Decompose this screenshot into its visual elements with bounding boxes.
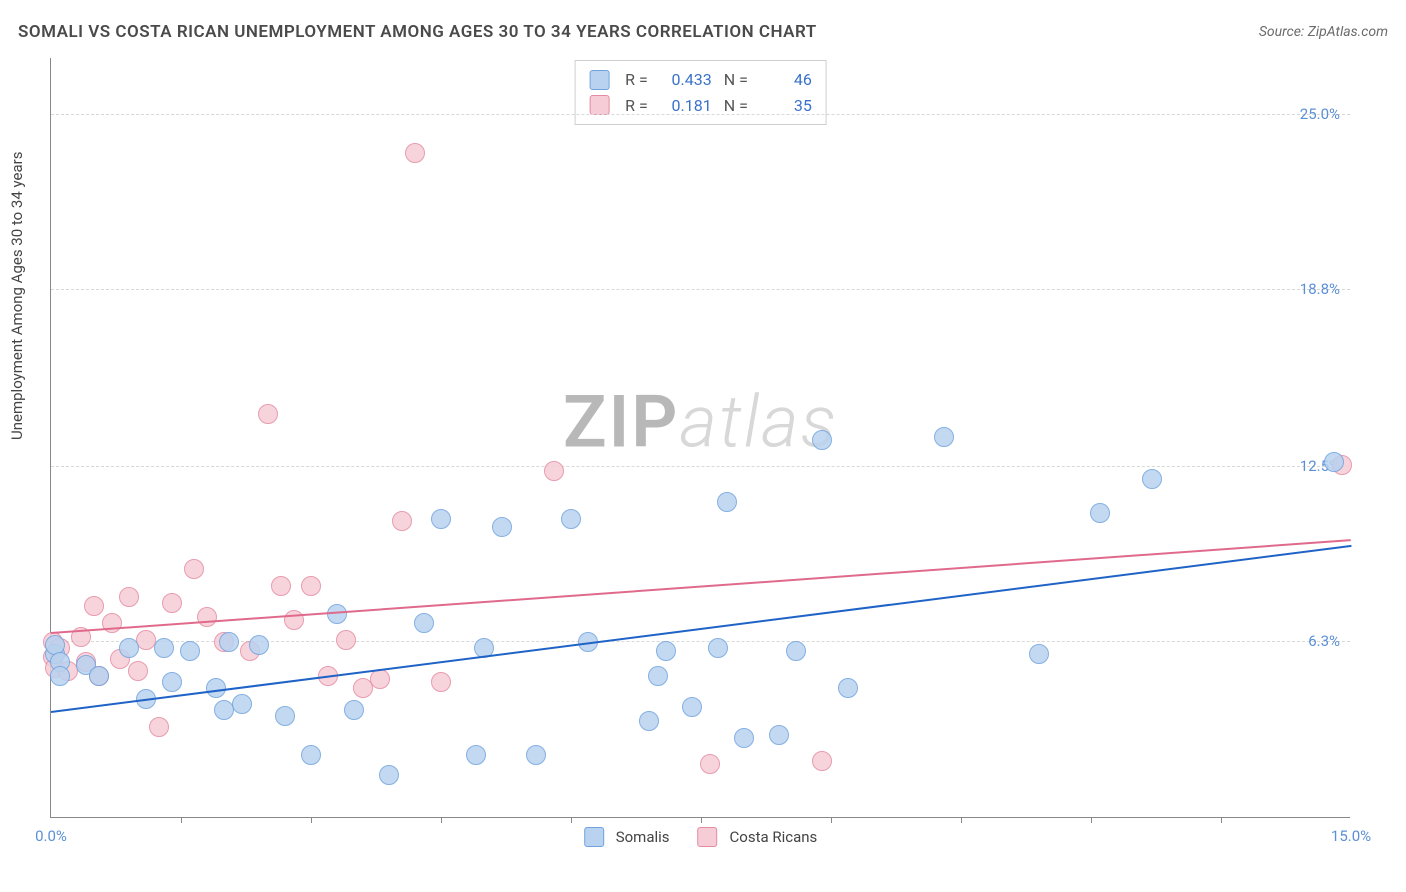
r-label-a: R = bbox=[625, 67, 648, 93]
y-axis-label: Unemployment Among Ages 30 to 34 years bbox=[8, 152, 26, 440]
data-point-series-a bbox=[249, 635, 269, 655]
data-point-series-a bbox=[838, 678, 858, 698]
gridline bbox=[51, 114, 1350, 115]
data-point-series-a bbox=[769, 725, 789, 745]
data-point-series-b bbox=[128, 661, 148, 681]
x-tick bbox=[181, 817, 182, 823]
x-tick-label: 15.0% bbox=[1331, 827, 1371, 845]
n-value-a: 46 bbox=[760, 67, 812, 93]
data-point-series-a bbox=[1029, 644, 1049, 664]
gridline bbox=[51, 289, 1350, 290]
data-point-series-b bbox=[197, 607, 217, 627]
y-tick-label: 25.0% bbox=[1300, 105, 1340, 123]
data-point-series-a bbox=[1090, 503, 1110, 523]
data-point-series-a bbox=[119, 638, 139, 658]
stats-row-series-a: R = 0.433 N = 46 bbox=[589, 67, 812, 93]
data-point-series-a bbox=[492, 517, 512, 537]
x-tick bbox=[441, 817, 442, 823]
data-point-series-a bbox=[379, 765, 399, 785]
data-point-series-b bbox=[284, 610, 304, 630]
x-tick bbox=[831, 817, 832, 823]
data-point-series-b bbox=[370, 669, 390, 689]
regression-line-series-a bbox=[51, 545, 1351, 713]
legend-item-series-b: Costa Ricans bbox=[698, 827, 818, 847]
correlation-stats-box: R = 0.433 N = 46 R = 0.181 N = 35 bbox=[574, 60, 827, 125]
data-point-series-a bbox=[180, 641, 200, 661]
data-point-series-a bbox=[162, 672, 182, 692]
data-point-series-b bbox=[544, 461, 564, 481]
data-point-series-a bbox=[206, 678, 226, 698]
data-point-series-a bbox=[526, 745, 546, 765]
x-tick bbox=[311, 817, 312, 823]
data-point-series-a bbox=[89, 666, 109, 686]
data-point-series-b bbox=[271, 576, 291, 596]
data-point-series-b bbox=[431, 672, 451, 692]
x-tick bbox=[571, 817, 572, 823]
data-point-series-a bbox=[812, 430, 832, 450]
legend-swatch-b bbox=[698, 827, 718, 847]
data-point-series-a bbox=[344, 700, 364, 720]
data-point-series-a bbox=[275, 706, 295, 726]
data-point-series-a bbox=[232, 694, 252, 714]
x-tick bbox=[701, 817, 702, 823]
data-point-series-a bbox=[639, 711, 659, 731]
regression-line-series-b bbox=[51, 539, 1351, 634]
data-point-series-a bbox=[414, 613, 434, 633]
data-point-series-b bbox=[149, 717, 169, 737]
swatch-series-a bbox=[589, 70, 609, 90]
chart-title: SOMALI VS COSTA RICAN UNEMPLOYMENT AMONG… bbox=[18, 22, 817, 42]
data-point-series-a bbox=[154, 638, 174, 658]
data-point-series-b bbox=[258, 404, 278, 424]
data-point-series-a bbox=[934, 427, 954, 447]
data-point-series-a bbox=[219, 632, 239, 652]
data-point-series-b bbox=[405, 143, 425, 163]
data-point-series-a bbox=[656, 641, 676, 661]
data-point-series-a bbox=[717, 492, 737, 512]
x-tick bbox=[961, 817, 962, 823]
watermark: ZIPatlas bbox=[563, 380, 838, 465]
legend-label-b: Costa Ricans bbox=[730, 828, 818, 846]
data-point-series-a bbox=[561, 509, 581, 529]
source-attribution: Source: ZipAtlas.com bbox=[1259, 24, 1388, 40]
data-point-series-b bbox=[301, 576, 321, 596]
x-tick bbox=[1091, 817, 1092, 823]
data-point-series-a bbox=[708, 638, 728, 658]
watermark-part1: ZIP bbox=[563, 380, 679, 465]
data-point-series-a bbox=[1142, 469, 1162, 489]
data-point-series-a bbox=[1324, 452, 1344, 472]
data-point-series-b bbox=[184, 559, 204, 579]
x-tick bbox=[1221, 817, 1222, 823]
y-tick-label: 18.8% bbox=[1300, 280, 1340, 298]
watermark-part2: atlas bbox=[680, 380, 838, 465]
data-point-series-a bbox=[50, 666, 70, 686]
data-point-series-a bbox=[648, 666, 668, 686]
data-point-series-b bbox=[84, 596, 104, 616]
legend-item-series-a: Somalis bbox=[584, 827, 670, 847]
r-value-a: 0.433 bbox=[660, 67, 712, 93]
data-point-series-b bbox=[392, 511, 412, 531]
data-point-series-a bbox=[431, 509, 451, 529]
scatter-plot-area: ZIPatlas R = 0.433 N = 46 R = 0.181 N = … bbox=[50, 58, 1350, 818]
legend-swatch-a bbox=[584, 827, 604, 847]
data-point-series-a bbox=[682, 697, 702, 717]
data-point-series-b bbox=[700, 754, 720, 774]
data-point-series-a bbox=[327, 604, 347, 624]
gridline bbox=[51, 466, 1350, 467]
data-point-series-b bbox=[162, 593, 182, 613]
data-point-series-a bbox=[734, 728, 754, 748]
data-point-series-a bbox=[466, 745, 486, 765]
bottom-legend: Somalis Costa Ricans bbox=[584, 827, 818, 847]
data-point-series-b bbox=[336, 630, 356, 650]
data-point-series-b bbox=[119, 587, 139, 607]
legend-label-a: Somalis bbox=[616, 828, 670, 846]
swatch-series-b bbox=[589, 95, 609, 115]
data-point-series-a bbox=[301, 745, 321, 765]
data-point-series-a bbox=[786, 641, 806, 661]
y-tick-label: 6.3% bbox=[1308, 632, 1340, 650]
n-label-a: N = bbox=[724, 67, 748, 93]
data-point-series-b bbox=[812, 751, 832, 771]
x-tick-label: 0.0% bbox=[35, 827, 67, 845]
